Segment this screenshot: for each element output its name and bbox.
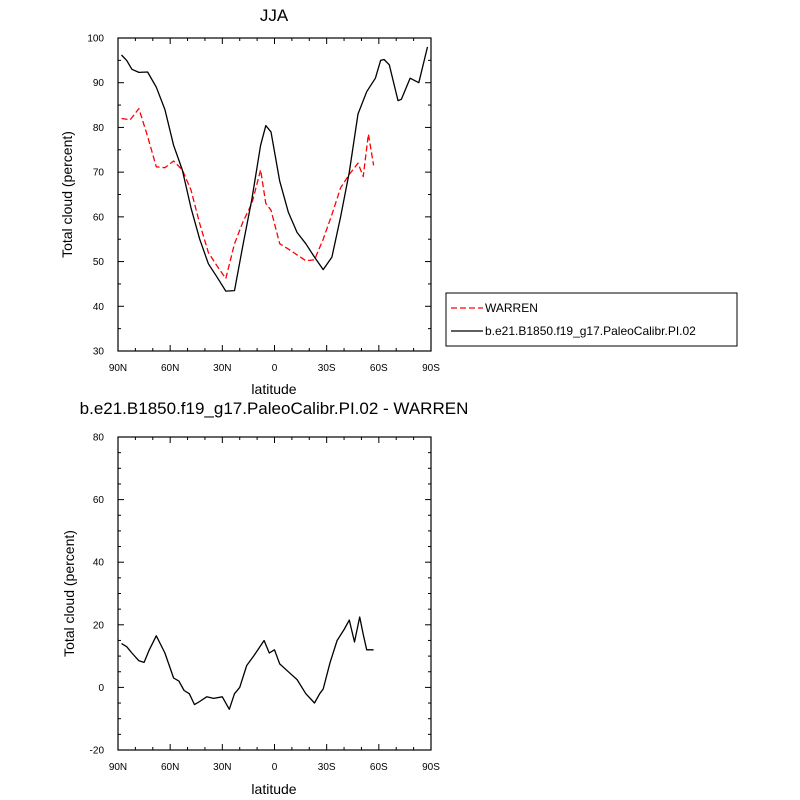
x-tick-label: 30S <box>318 363 336 374</box>
bottom-chart: b.e21.B1850.f19_g17.PaleoCalibr.PI.02 - … <box>61 399 468 797</box>
top-x-axis-label: latitude <box>251 381 296 397</box>
series-line-model <box>121 46 429 292</box>
y-tick-label: 90 <box>93 78 105 89</box>
y-tick-label: -20 <box>90 746 105 757</box>
y-tick-label: 80 <box>93 123 105 134</box>
legend-label-warren: WARREN <box>485 301 538 315</box>
y-tick-label: 80 <box>93 433 105 444</box>
x-tick-label: 90S <box>422 363 440 374</box>
x-tick-label: 90S <box>422 762 440 773</box>
bottom-x-axis-label: latitude <box>251 781 296 797</box>
y-tick-label: 60 <box>93 495 105 506</box>
legend: WARREN b.e21.B1850.f19_g17.PaleoCalibr.P… <box>445 292 738 347</box>
top-chart: JJA latitude Total cloud (percent) 30 40 5… <box>59 6 440 397</box>
top-y-axis-label: Total cloud (percent) <box>59 131 75 258</box>
top-plot-frame <box>117 37 432 352</box>
series-line-warren <box>121 107 375 280</box>
y-tick-label: 30 <box>93 347 105 358</box>
bottom-y-axis-label: Total cloud (percent) <box>61 530 77 657</box>
x-tick-label: 30N <box>213 762 231 773</box>
bottom-chart-title: b.e21.B1850.f19_g17.PaleoCalibr.PI.02 - … <box>80 399 469 418</box>
legend-label-model: b.e21.B1850.f19_g17.PaleoCalibr.PI.02 <box>485 324 696 338</box>
y-tick-label: 60 <box>93 212 105 223</box>
top-chart-title: JJA <box>260 6 289 25</box>
y-tick-label: 0 <box>98 683 104 694</box>
y-tick-label: 40 <box>93 302 105 313</box>
x-tick-label: 90N <box>109 762 127 773</box>
y-tick-label: 20 <box>93 620 105 631</box>
x-tick-label: 0 <box>272 363 278 374</box>
x-tick-label: 60S <box>370 762 388 773</box>
y-tick-label: 40 <box>93 558 105 569</box>
series-line-difference <box>121 616 374 710</box>
y-tick-label: 50 <box>93 257 105 268</box>
x-tick-label: 60N <box>161 762 179 773</box>
y-tick-label: 100 <box>87 34 104 45</box>
x-tick-label: 30S <box>318 762 336 773</box>
bottom-plot-frame <box>117 436 432 751</box>
x-tick-label: 90N <box>109 363 127 374</box>
x-tick-label: 60N <box>161 363 179 374</box>
legend-box <box>445 292 738 347</box>
x-tick-label: 0 <box>272 762 278 773</box>
x-tick-label: 30N <box>213 363 231 374</box>
x-tick-label: 60S <box>370 363 388 374</box>
y-tick-label: 70 <box>93 168 105 179</box>
